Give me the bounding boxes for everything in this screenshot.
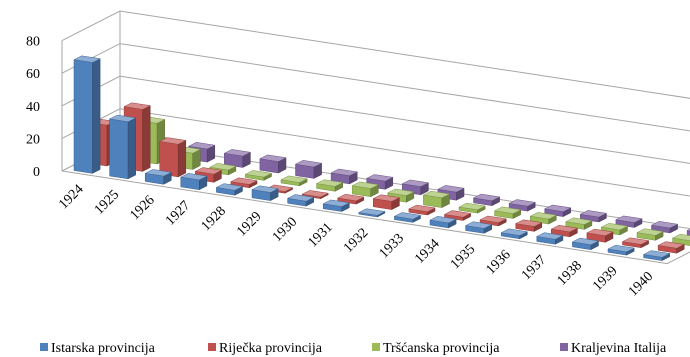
bar-tr-anska-provincija-1934	[458, 202, 486, 214]
x-tick-label: 1935	[448, 242, 478, 272]
x-tick-label: 1930	[270, 215, 300, 245]
legend-item: Tršćanska provincija	[372, 341, 500, 356]
legend-swatch	[40, 343, 48, 351]
bar-tr-anska-provincija-1937	[564, 217, 593, 230]
bar-kraljevina-italija-1929	[294, 160, 323, 179]
legend-swatch	[208, 343, 216, 351]
bar-istarska-provincija-1939	[607, 244, 635, 256]
bar-rije-ka-provincija-1926	[158, 137, 187, 178]
bar-istarska-provincija-1937	[535, 232, 564, 245]
bar-istarska-provincija-1924	[73, 55, 101, 174]
x-tick-label: 1924	[56, 182, 86, 212]
bar-istarska-provincija-1929	[251, 185, 279, 202]
legend-item: Kraljevina Italija	[560, 341, 667, 356]
bar-tr-anska-provincija-1938	[600, 223, 629, 236]
bar-kraljevina-italija-1928	[259, 154, 287, 174]
x-tick-label: 1934	[412, 236, 442, 266]
x-tick-label: 1926	[127, 193, 157, 223]
y-tick-label: 60	[26, 67, 40, 82]
bar-rije-ka-provincija-1930	[301, 190, 330, 200]
y-tick-label: 40	[26, 100, 40, 115]
x-tick-label: 1925	[92, 187, 122, 217]
y-tick-label: 0	[33, 165, 40, 180]
bar-tr-anska-provincija-1936	[529, 212, 558, 225]
legend-item: Riječka provincija	[208, 341, 323, 356]
legend-label: Tršćanska provincija	[383, 341, 500, 356]
bar-istarska-provincija-1926	[144, 169, 173, 185]
bar-istarska-provincija-1933	[393, 212, 422, 223]
x-tick-label: 1937	[519, 253, 549, 283]
x-tick-label: 1928	[199, 204, 229, 234]
bar-rije-ka-provincija-1935	[479, 215, 508, 227]
bar-kraljevina-italija-1927	[223, 149, 252, 168]
bar-istarska-provincija-1935	[464, 221, 493, 234]
bar-kraljevina-italija-1932	[401, 179, 430, 196]
y-axis-ticks: 0 20 40 60 80	[26, 35, 40, 180]
bar-istarska-provincija-1927	[179, 173, 208, 191]
bar-istarska-provincija-1925	[108, 114, 137, 180]
bar-istarska-provincija-1931	[322, 199, 351, 212]
gridline-80	[61, 10, 690, 99]
bar-kraljevina-italija-1938	[615, 215, 643, 228]
bar-rije-ka-provincija-1928	[230, 177, 258, 189]
bar-istarska-provincija-1934	[429, 216, 457, 229]
bar-istarska-provincija-1932	[357, 208, 386, 218]
legend-label: Riječka provincija	[219, 341, 323, 356]
x-tick-label: 1932	[341, 226, 371, 256]
floor-edge	[61, 170, 690, 265]
bar-kraljevina-italija-1940	[686, 228, 690, 237]
bar-rije-ka-provincija-1938	[586, 228, 614, 243]
x-tick-label: 1936	[483, 247, 513, 277]
chart-bars	[73, 55, 690, 262]
bar-tr-anska-provincija-1935	[493, 206, 522, 219]
bar-tr-anska-provincija-1940	[671, 233, 690, 246]
bar-tr-anska-provincija-1931	[351, 181, 380, 198]
bar-kraljevina-italija-1936	[543, 204, 572, 218]
legend-item: Istarska provincija	[40, 341, 156, 356]
bar-rije-ka-provincija-1939	[621, 237, 650, 249]
bar-kraljevina-italija-1935	[508, 199, 537, 212]
legend-swatch	[560, 343, 568, 351]
x-tick-label: 1940	[626, 269, 656, 299]
bar-rije-ka-provincija-1934	[443, 210, 472, 221]
legend-label: Kraljevina Italija	[571, 341, 667, 356]
bar-tr-anska-provincija-1933	[422, 190, 451, 209]
y-tick-label: 20	[26, 132, 40, 147]
chart-legend: Istarska provincija Riječka provincija Trš…	[40, 341, 667, 356]
y-tick-label: 80	[26, 35, 40, 50]
legend-label: Istarska provincija	[51, 341, 156, 356]
x-tick-label: 1939	[590, 264, 620, 294]
bar-kraljevina-italija-1939	[650, 221, 679, 234]
bar-tr-anska-provincija-1930	[315, 179, 344, 192]
bar-tr-anska-provincija-1939	[636, 228, 664, 241]
bar-kraljevina-italija-1937	[579, 210, 608, 223]
bar-istarska-provincija-1928	[215, 183, 244, 196]
bar-rije-ka-provincija-1937	[550, 224, 579, 238]
bar-kraljevina-italija-1934	[472, 193, 501, 207]
bar-rije-ka-provincija-1940	[657, 241, 686, 254]
bar-rije-ka-provincija-1936	[514, 219, 543, 232]
bar-istarska-provincija-1936	[500, 228, 529, 240]
bar-istarska-provincija-1938	[571, 237, 600, 251]
x-tick-label: 1927	[163, 198, 193, 228]
x-tick-label: 1929	[234, 209, 264, 239]
bar-rije-ka-provincija-1932	[372, 194, 401, 211]
x-tick-label: 1931	[305, 220, 335, 250]
legend-swatch	[372, 343, 380, 351]
x-tick-label: 1933	[377, 231, 407, 261]
bar-rije-ka-provincija-1931	[336, 193, 365, 205]
x-tick-label: 1938	[555, 258, 585, 288]
bar-kraljevina-italija-1930	[330, 168, 359, 185]
bar-istarska-provincija-1930	[286, 194, 315, 207]
bar-istarska-provincija-1940	[642, 250, 671, 262]
bar-tr-anska-provincija-1928	[244, 170, 273, 181]
bar-tr-anska-provincija-1929	[280, 175, 308, 187]
bar-rije-ka-provincija-1933	[408, 204, 436, 216]
